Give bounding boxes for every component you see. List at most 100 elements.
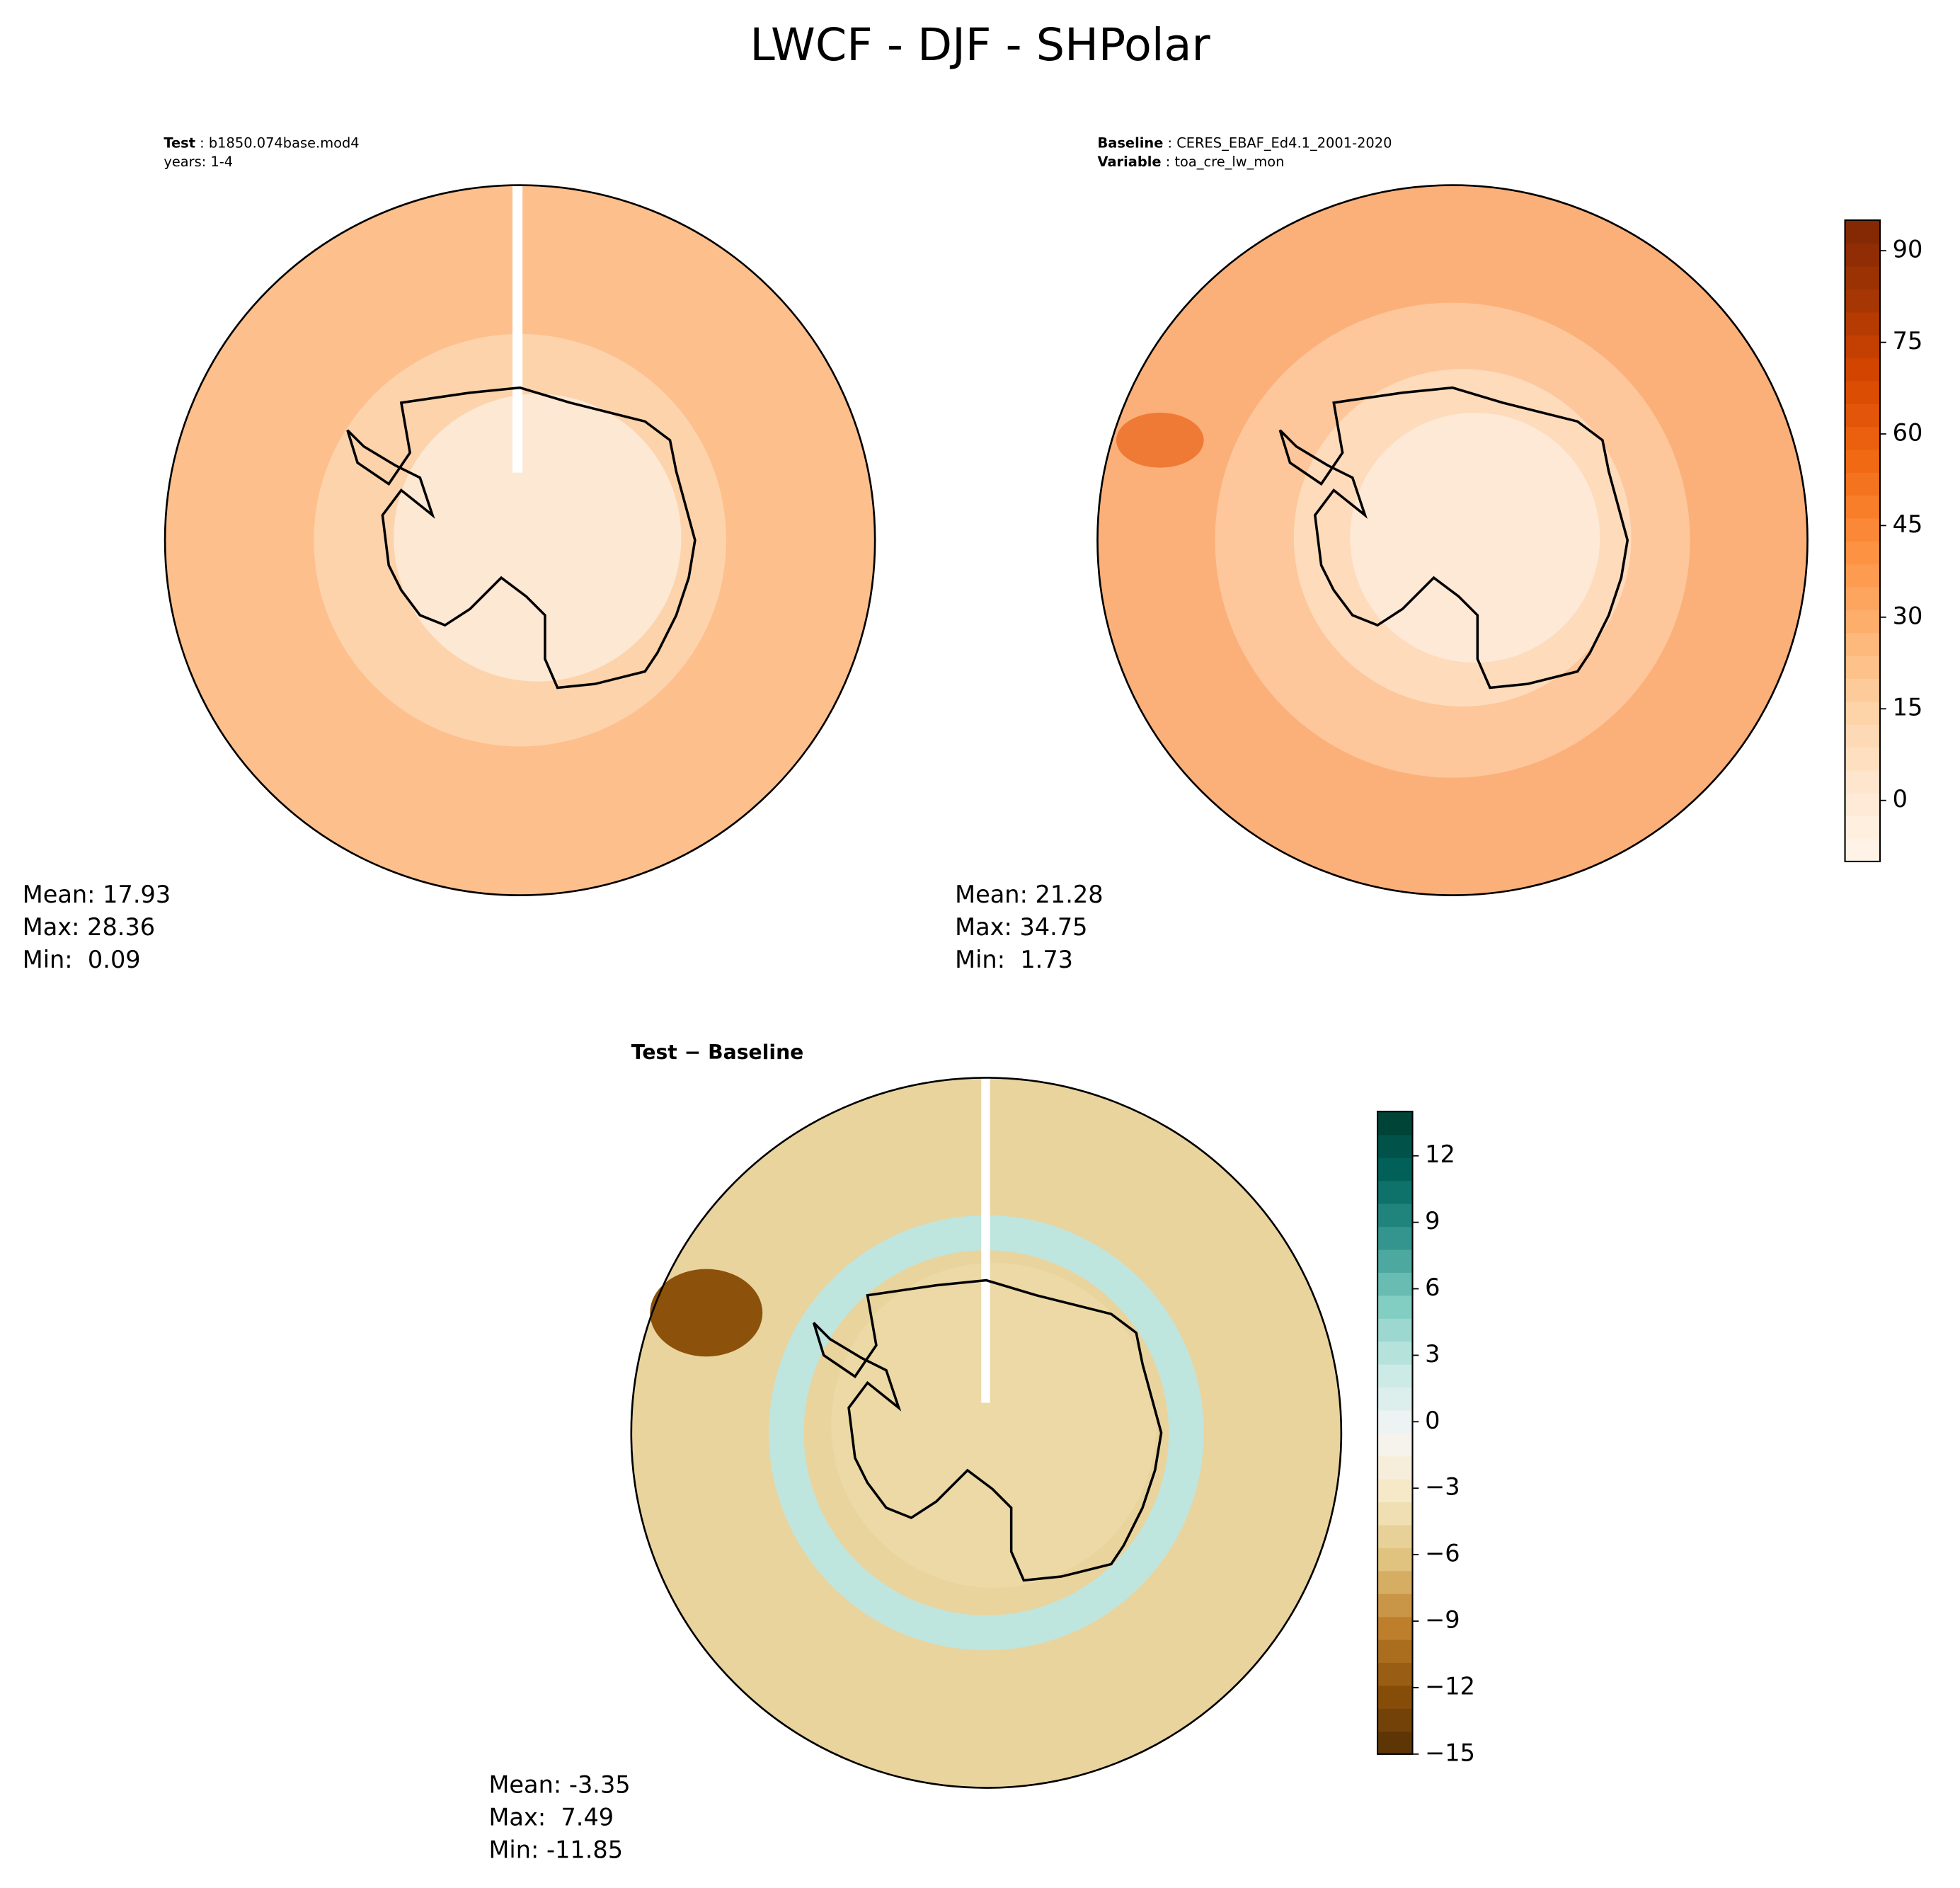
colorbar-frame (1844, 219, 1881, 863)
colorbar-segment (1845, 655, 1880, 679)
colorbar-segment (1845, 426, 1880, 450)
colorbar-tick-label: 90 (1893, 236, 1923, 263)
colorbar-segment (1845, 334, 1880, 359)
stat: Max: 28.36 (23, 913, 155, 941)
colorbar-segment (1845, 311, 1880, 336)
colorbar-segment (1845, 723, 1880, 748)
panel-header: Variable : toa_cre_lw_mon (1097, 154, 1284, 170)
colorbar-segment (1377, 1409, 1413, 1434)
colorbar-segment (1845, 838, 1880, 862)
colorbar-segment (1377, 1341, 1413, 1365)
panel-header: Baseline : CERES_EBAF_Ed4.1_2001-2020 (1097, 135, 1392, 151)
colorbar-tick-label: 3 (1425, 1340, 1440, 1368)
colorbar-segment (1845, 769, 1880, 794)
stat: Max: 7.49 (488, 1803, 614, 1831)
colorbar-segment (1845, 495, 1880, 519)
header-text: : CERES_EBAF_Ed4.1_2001-2020 (1163, 135, 1392, 151)
colorbar-segment (1845, 586, 1880, 610)
colorbar-segment (1377, 1387, 1413, 1411)
colorbar-segment (1377, 1478, 1413, 1503)
colorbar-segment (1377, 1685, 1413, 1709)
colorbar-segment (1845, 289, 1880, 313)
panel-header: Test : b1850.074base.mod4 (164, 135, 359, 151)
stat: Mean: -3.35 (488, 1771, 630, 1799)
colorbar-segment (1845, 792, 1880, 817)
map-diff (630, 1077, 1343, 1789)
colorbar-segment (1377, 1134, 1413, 1158)
colorbar-segment (1377, 1157, 1413, 1182)
colorbar-segment (1377, 1295, 1413, 1319)
colorbar-tick-label: −6 (1425, 1540, 1460, 1567)
colorbar-tick-label: 9 (1425, 1207, 1440, 1235)
colorbar-tick-label: 45 (1893, 510, 1923, 538)
colorbar-segment (1845, 243, 1880, 267)
stat: Mean: 17.93 (23, 881, 171, 908)
stat: Max: 34.75 (955, 913, 1087, 941)
colorbar-segment (1377, 1226, 1413, 1250)
colorbar-segment (1377, 1203, 1413, 1228)
colorbar-tick-label: 60 (1893, 418, 1923, 446)
colorbar-tick-label: 6 (1425, 1274, 1440, 1301)
colorbar-segment (1377, 1731, 1413, 1755)
colorbar-segment (1845, 265, 1880, 290)
colorbar-segment (1377, 1639, 1413, 1664)
colorbar-segment (1377, 1593, 1413, 1618)
stat: Min: 0.09 (23, 946, 141, 973)
panel-header: years: 1-4 (164, 154, 233, 170)
colorbar-segment (1845, 816, 1880, 840)
colorbar-segment (1377, 1455, 1413, 1480)
colorbar-segment (1377, 1547, 1413, 1572)
colorbar-frame (1377, 1111, 1414, 1755)
header-text: : toa_cre_lw_mon (1162, 154, 1285, 170)
colorbar-tick-label: 0 (1425, 1407, 1440, 1434)
colorbar-segment (1845, 678, 1880, 702)
colorbar-tick-label: −9 (1425, 1606, 1460, 1634)
colorbar-segment (1845, 449, 1880, 473)
colorbar-segment (1377, 1662, 1413, 1686)
header-key: Baseline (1097, 135, 1163, 151)
colorbar-segment (1845, 747, 1880, 771)
colorbar-tick-label: 15 (1893, 694, 1923, 721)
header-text: : b1850.074base.mod4 (195, 135, 360, 151)
colorbar-segment (1377, 1524, 1413, 1548)
stat: Min: -11.85 (488, 1836, 623, 1863)
colorbar-tick-label: −15 (1425, 1739, 1475, 1766)
colorbar-segment (1377, 1616, 1413, 1640)
colorbar-segment (1845, 403, 1880, 428)
stat: Mean: 21.28 (955, 881, 1103, 908)
colorbar-segment (1845, 540, 1880, 565)
colorbar-tick-label: −12 (1425, 1672, 1475, 1700)
map-test (164, 184, 876, 896)
colorbar-segment (1377, 1432, 1413, 1457)
colorbar-segment (1845, 701, 1880, 725)
colorbar-segment (1845, 610, 1880, 634)
colorbar-tick-label: 0 (1893, 785, 1908, 813)
colorbar-segment (1377, 1111, 1413, 1135)
colorbar-segment (1377, 1707, 1413, 1732)
colorbar-segment (1845, 380, 1880, 404)
map-baseline (1096, 184, 1809, 896)
colorbar-tick-label: 12 (1425, 1140, 1455, 1168)
colorbar-segment (1845, 632, 1880, 656)
colorbar-segment (1377, 1180, 1413, 1204)
colorbar-segment (1377, 1570, 1413, 1594)
colorbar-segment (1377, 1317, 1413, 1342)
colorbar-tick-label: 30 (1893, 602, 1923, 629)
stat: Min: 1.73 (955, 946, 1073, 973)
header-key: Test (164, 135, 195, 151)
colorbar-tick-label: −3 (1425, 1473, 1460, 1501)
colorbar-segment (1377, 1363, 1413, 1388)
panel-title: Test − Baseline (631, 1041, 804, 1064)
figure-title: LWCF - DJF - SHPolar (750, 18, 1210, 71)
colorbar-segment (1845, 517, 1880, 542)
colorbar-segment (1845, 471, 1880, 496)
colorbar-segment (1845, 220, 1880, 244)
colorbar-segment (1845, 563, 1880, 588)
colorbar-tick-label: 75 (1893, 327, 1923, 355)
colorbar-segment (1377, 1272, 1413, 1296)
colorbar-segment (1845, 357, 1880, 382)
header-key: Variable (1097, 154, 1161, 170)
colorbar-segment (1377, 1501, 1413, 1526)
colorbar-segment (1377, 1249, 1413, 1273)
